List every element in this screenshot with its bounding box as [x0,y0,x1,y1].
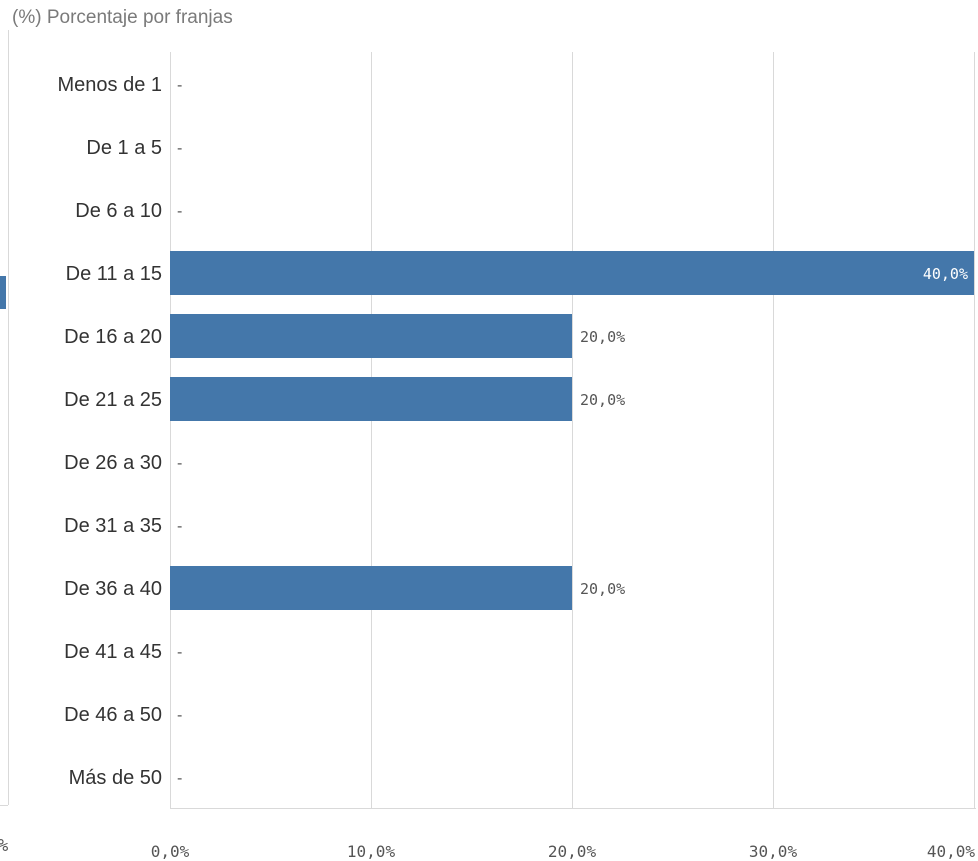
bar[interactable] [170,566,572,610]
adjacent-panel-divider [8,30,9,805]
y-tick-label: De 36 a 40 [64,578,162,600]
data-label-empty: - [177,203,182,220]
y-tick-label: Menos de 1 [57,74,162,96]
x-tick-label: 0,0% [151,842,190,861]
y-tick-label: De 41 a 45 [64,641,162,663]
y-tick-label: De 16 a 20 [64,326,162,348]
adjacent-panel-tick-label: % [0,836,8,856]
y-tick-label: De 21 a 25 [64,389,162,411]
data-label-empty: - [177,707,182,724]
x-tick-label: 10,0% [347,842,396,861]
gridlines [170,52,976,809]
adjacent-panel-tick [0,805,8,806]
data-label-empty: - [177,518,182,535]
data-label: 40,0% [923,265,968,283]
x-tick-label: 20,0% [548,842,597,861]
data-label: 20,0% [580,580,625,598]
data-label-empty: - [177,455,182,472]
data-label-empty: - [177,644,182,661]
data-label-empty: - [177,770,182,787]
y-tick-label: De 31 a 35 [64,515,162,537]
bar[interactable] [170,377,572,421]
y-tick-label: De 6 a 10 [75,200,162,222]
y-tick-label: De 26 a 30 [64,452,162,474]
y-tick-label: De 11 a 15 [66,263,162,285]
data-label: 20,0% [580,391,625,409]
data-label-empty: - [177,140,182,157]
adjacent-panel-bar-fragment [0,276,6,309]
x-tick-label: 40,0% [927,842,976,861]
data-label-empty: - [177,77,182,94]
x-tick-label: 30,0% [749,842,798,861]
y-tick-label: De 1 a 5 [86,137,162,159]
data-label: 20,0% [580,328,625,346]
bars [170,251,974,610]
bar[interactable] [170,251,974,295]
chart-title: (%) Porcentaje por franjas [12,7,233,28]
y-tick-label: De 46 a 50 [64,704,162,726]
y-tick-label: Más de 50 [69,767,162,789]
labels: 0,0% 10,0% 20,0% 30,0% 40,0%Menos de 1 -De 1 … [57,74,975,861]
bar[interactable] [170,314,572,358]
